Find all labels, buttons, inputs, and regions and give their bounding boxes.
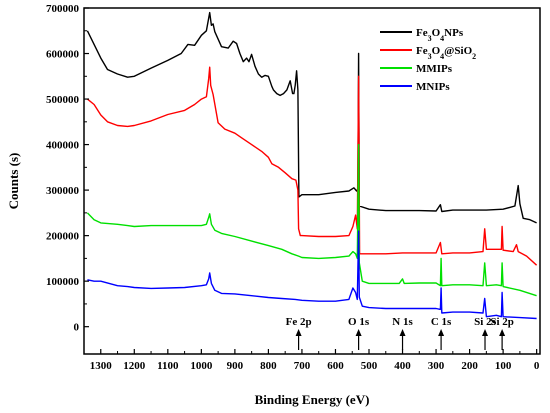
x-tick-label: 100 (495, 360, 512, 372)
y-tick-label: 100000 (46, 276, 80, 288)
x-tick-label: 1100 (157, 360, 179, 372)
arrowhead-icon (295, 329, 302, 336)
arrowhead-icon (499, 329, 506, 336)
y-tick-label: 0 (74, 322, 80, 334)
y-tick-label: 400000 (46, 140, 80, 152)
legend-label: MMIPs (416, 63, 453, 75)
y-tick-label: 500000 (46, 94, 80, 106)
x-tick-label: 700 (294, 360, 311, 372)
plot-frame (83, 7, 541, 355)
x-tick-label: 200 (461, 360, 478, 372)
y-tick-label: 300000 (46, 185, 80, 197)
x-tick-label: 500 (361, 360, 378, 372)
peak-annotation: N 1s (392, 316, 413, 350)
legend-entry: Fe3O4@SiO2 (380, 45, 476, 61)
x-tick-label: 1000 (190, 360, 213, 372)
peak-annotation: O 1s (348, 316, 370, 350)
peak-annotation: Fe 2p (286, 316, 312, 350)
x-tick-label: 1300 (90, 360, 113, 372)
series-line-fe3o4-sio2 (86, 66, 538, 266)
y-axis-title: Counts (s) (6, 153, 21, 210)
series-line-mnips (87, 230, 537, 320)
legend-label: Fe3O4@SiO2 (416, 45, 476, 61)
annotation-label: Fe 2p (286, 316, 312, 328)
arrowhead-icon (355, 329, 362, 336)
y-tick-label: 700000 (46, 3, 80, 15)
x-tick-label: 400 (394, 360, 411, 372)
x-tick-label: 1200 (123, 360, 146, 372)
y-tick-label: 200000 (46, 231, 80, 243)
annotation-label: Si 2p (490, 316, 514, 328)
arrowhead-icon (399, 329, 406, 336)
x-tick-label: 800 (260, 360, 277, 372)
arrowhead-icon (482, 329, 489, 336)
peak-annotation: Si 2s (474, 316, 497, 350)
x-tick-label: 300 (428, 360, 445, 372)
series-layer (86, 11, 538, 320)
annotation-label: C 1s (431, 316, 452, 328)
legend-label: MNIPs (416, 81, 450, 93)
arrowhead-icon (438, 329, 445, 336)
x-tick-label: 0 (534, 360, 540, 372)
legend-label: Fe3O4NPs (416, 27, 464, 43)
peak-annotation: Si 2p (490, 316, 514, 350)
legend-entry: MMIPs (380, 63, 453, 75)
annotation-label: N 1s (392, 316, 413, 328)
legend-entry: Fe3O4NPs (380, 27, 464, 43)
legend-entry: MNIPs (380, 81, 450, 93)
peak-annotation: C 1s (431, 316, 452, 350)
x-tick-label: 900 (227, 360, 244, 372)
series-line-mmips (86, 143, 537, 297)
annotation-label: O 1s (348, 316, 370, 328)
y-tick-label: 600000 (46, 49, 80, 61)
x-axis-title: Binding Energy (eV) (255, 392, 370, 407)
legend: Fe3O4NPs Fe3O4@SiO2 MMIPs MNIPs (380, 27, 476, 93)
axes-layer: 1300 1200 1100 1000 900 800 700 600 500 400 300 200… (46, 3, 540, 372)
x-tick-label: 600 (327, 360, 344, 372)
annotation-label: Si 2s (474, 316, 496, 328)
series-line-fe3o4nps (86, 11, 537, 224)
